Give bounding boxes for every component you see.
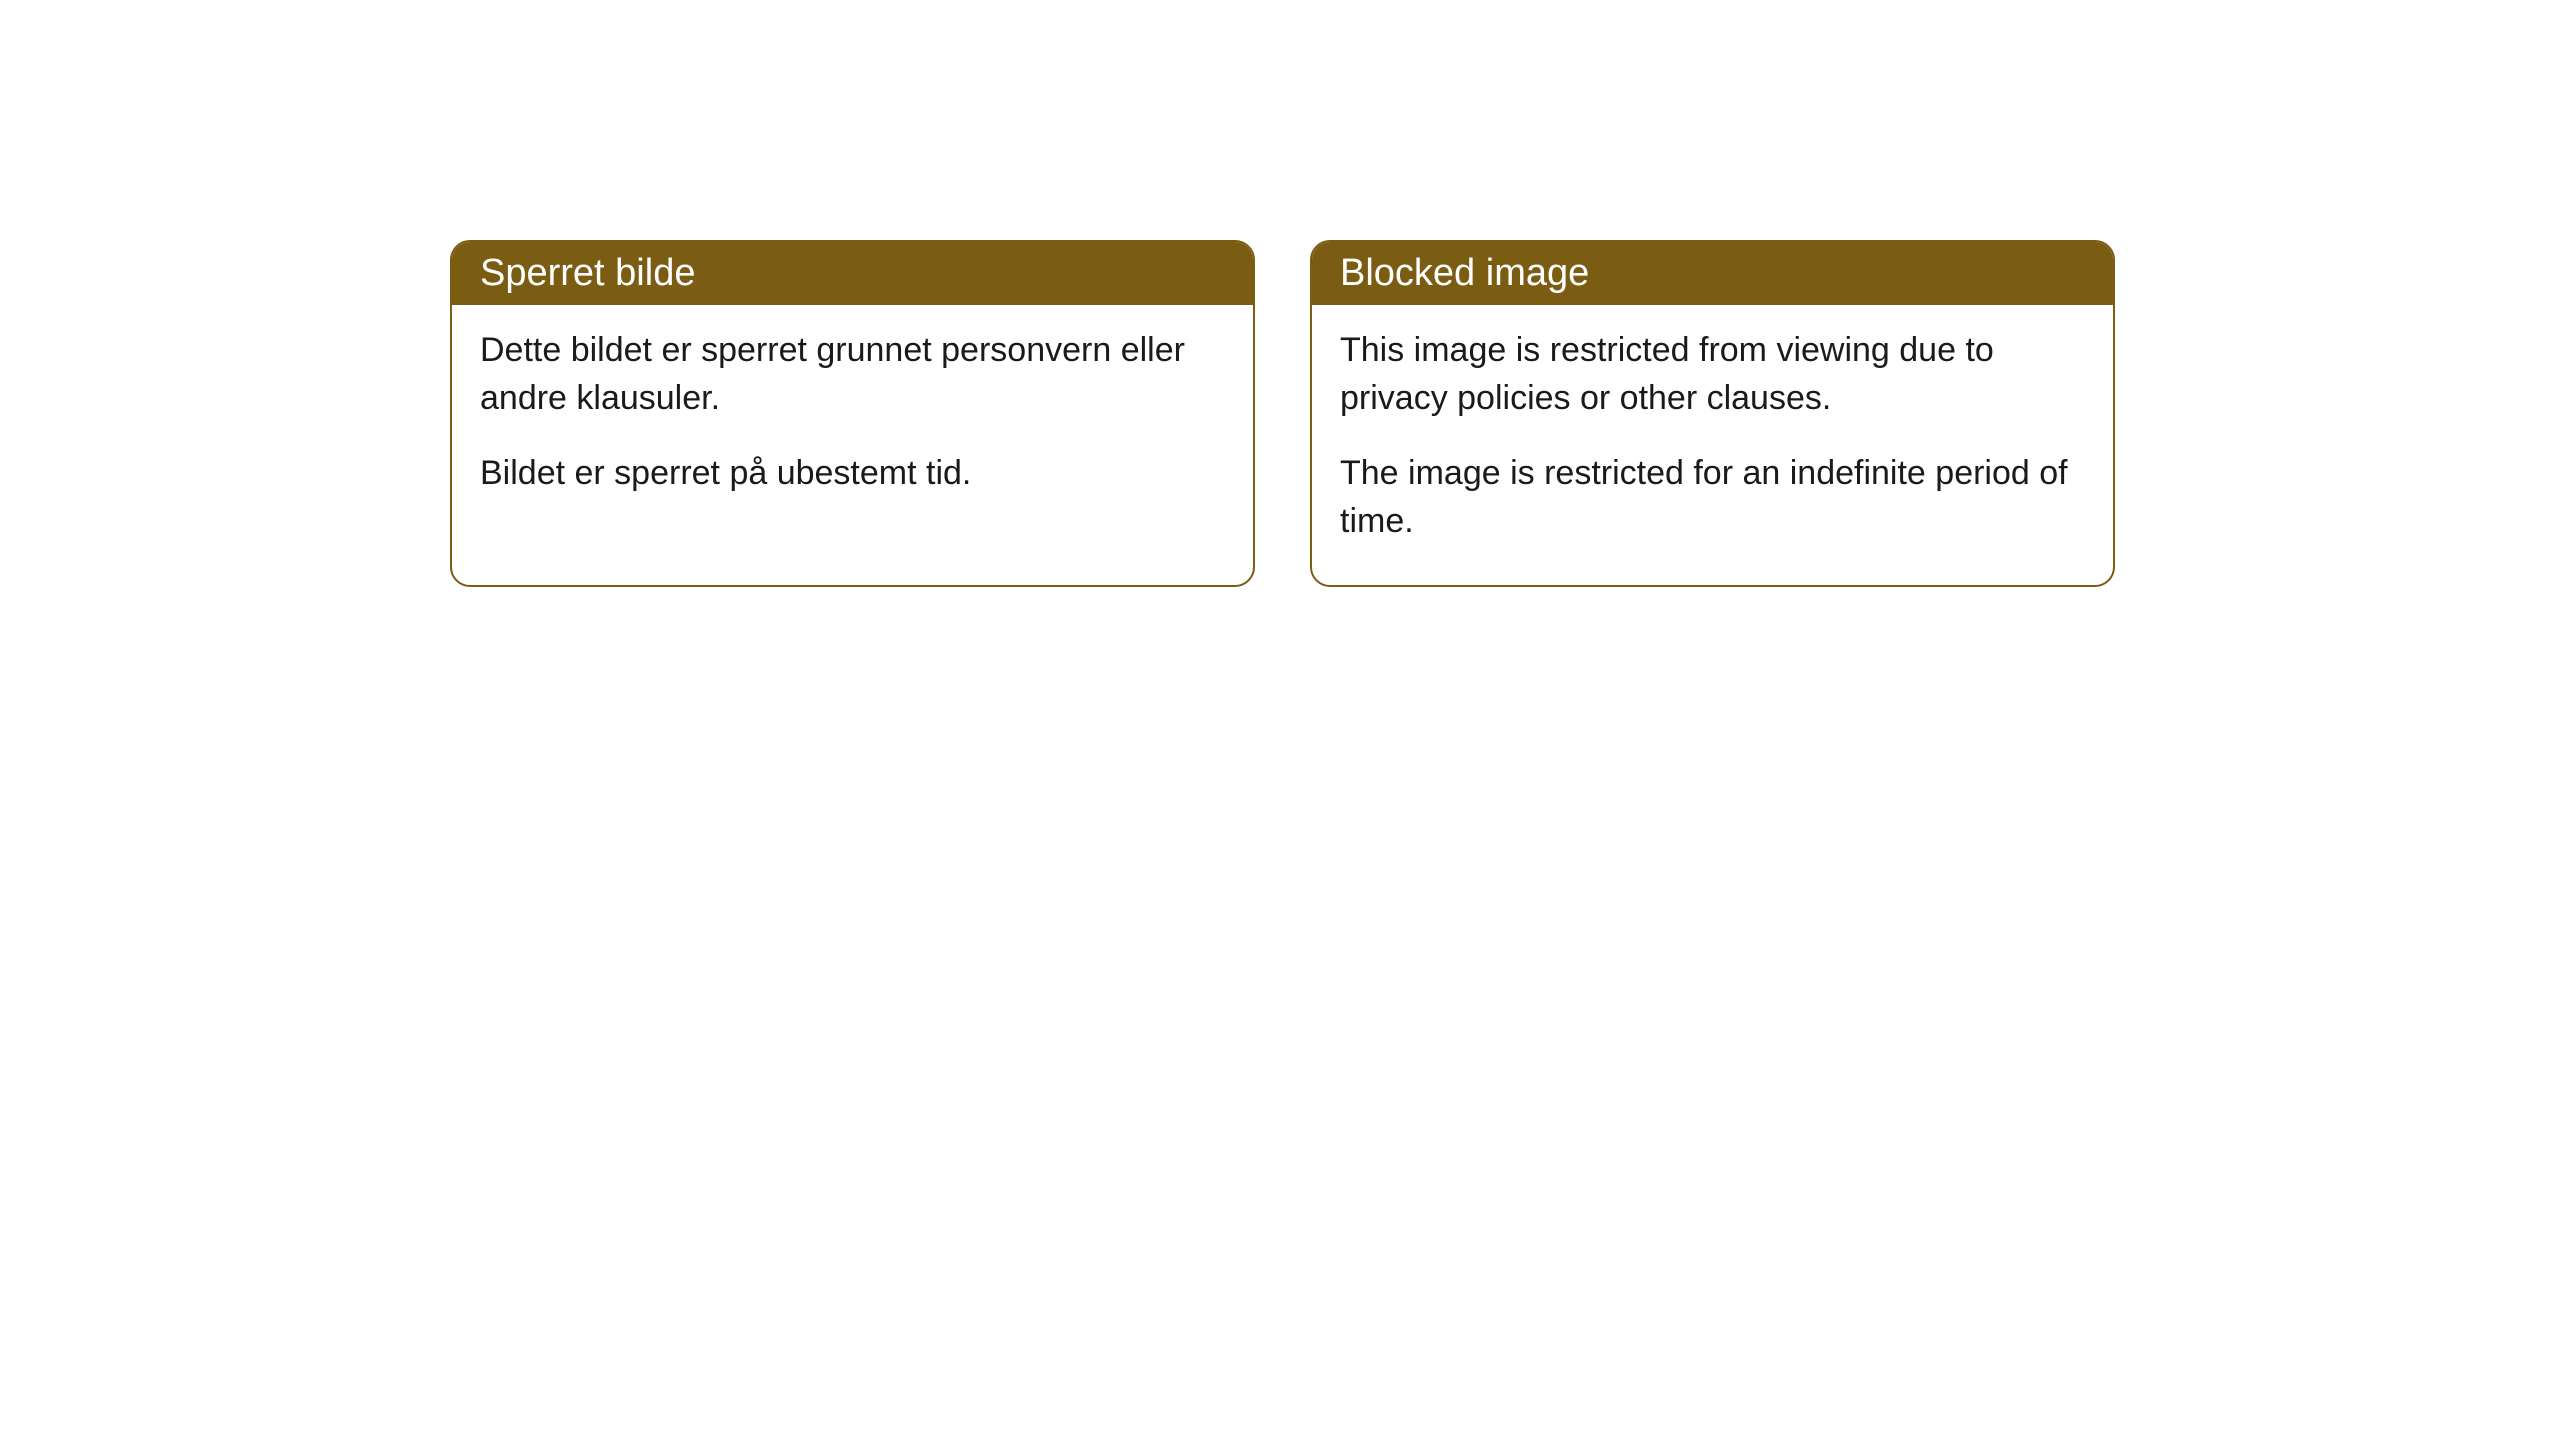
card-paragraph: Dette bildet er sperret grunnet personve… [480, 327, 1225, 422]
notice-cards-container: Sperret bilde Dette bildet er sperret gr… [450, 240, 2115, 587]
blocked-image-card-english: Blocked image This image is restricted f… [1310, 240, 2115, 587]
card-paragraph: The image is restricted for an indefinit… [1340, 450, 2085, 545]
card-title: Sperret bilde [452, 242, 1253, 305]
card-title: Blocked image [1312, 242, 2113, 305]
card-body: This image is restricted from viewing du… [1312, 305, 2113, 585]
blocked-image-card-norwegian: Sperret bilde Dette bildet er sperret gr… [450, 240, 1255, 587]
card-body: Dette bildet er sperret grunnet personve… [452, 305, 1253, 538]
card-paragraph: This image is restricted from viewing du… [1340, 327, 2085, 422]
card-paragraph: Bildet er sperret på ubestemt tid. [480, 450, 1225, 498]
